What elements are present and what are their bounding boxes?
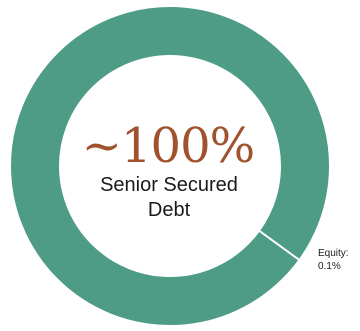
center-label-line-2: Debt (148, 199, 191, 221)
donut-ring (11, 7, 329, 325)
equity-label-value: 0.1% (318, 261, 341, 272)
equity-label-line-1: Equity: (318, 248, 349, 259)
center-value: ~100% (82, 118, 254, 174)
equity-slice-separator (259, 230, 301, 261)
center-label-line-1: Senior Secured (100, 174, 238, 196)
senior-secured-debt-slice (11, 7, 329, 325)
